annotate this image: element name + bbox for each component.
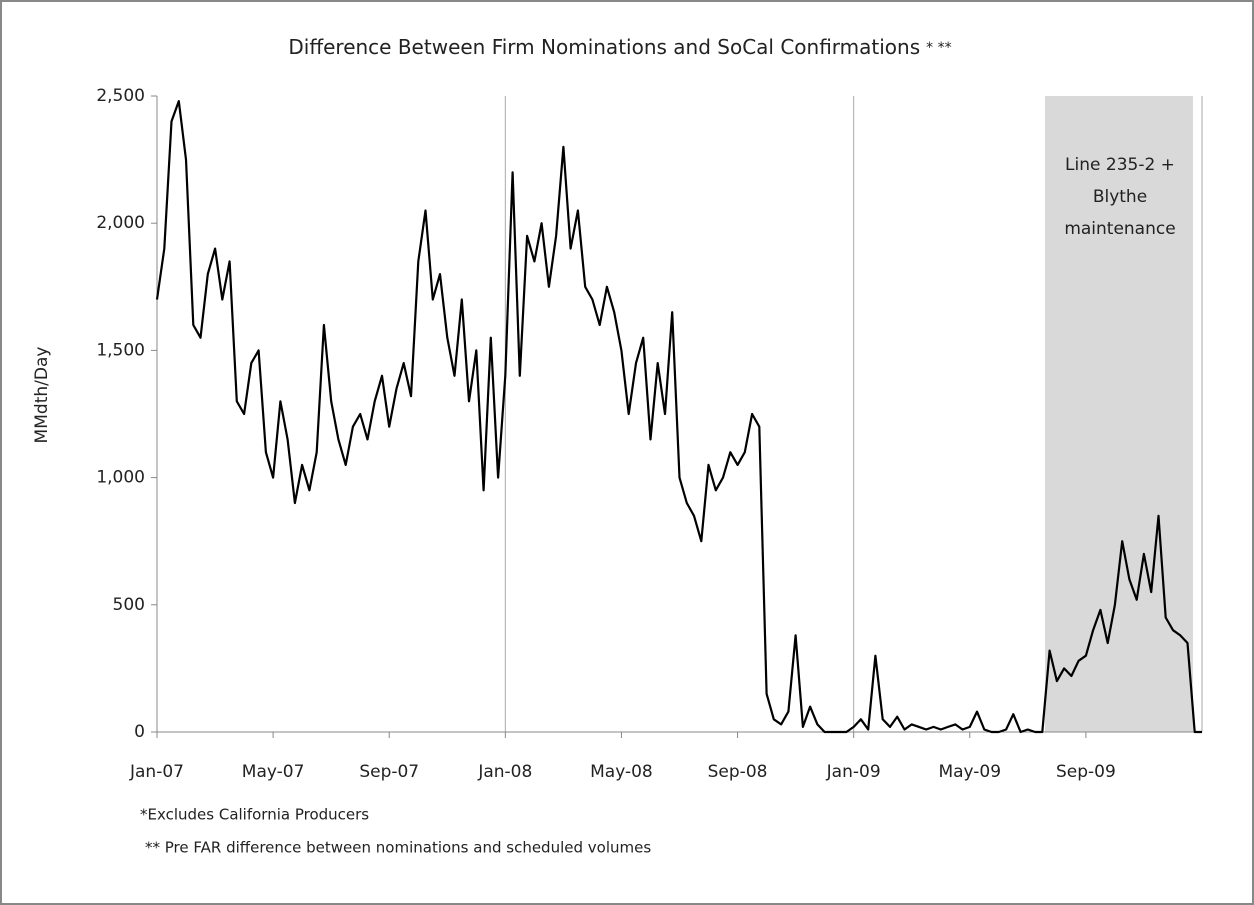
data-line: [155, 100, 1202, 734]
y-tick-label: 2,500: [96, 86, 145, 106]
maintenance-shade: [1045, 96, 1193, 732]
annotation: Line 235-2 +: [1065, 155, 1175, 175]
x-tick-label: Jan-07: [129, 762, 184, 782]
y-tick-label: 500: [113, 595, 145, 615]
annotation: maintenance: [1064, 219, 1175, 239]
annotation: Blythe: [1093, 187, 1147, 207]
chart-title: Difference Between Firm Nominations and …: [288, 35, 951, 59]
x-tick-label: Jan-09: [826, 762, 881, 782]
title-text: Difference Between Firm Nominations and …: [288, 35, 920, 59]
x-tick-label: Sep-07: [359, 762, 419, 782]
y-tick-label: 0: [134, 722, 145, 742]
footnote: *Excludes California Producers: [140, 806, 369, 824]
footnote: ** Pre FAR difference between nomination…: [145, 839, 651, 857]
y-axis-label: MMdth/Day: [32, 347, 52, 444]
x-tick-label: May-07: [242, 762, 305, 782]
x-tick-label: Jan-08: [477, 762, 532, 782]
x-tick-label: May-08: [590, 762, 653, 782]
x-tick-label: Sep-09: [1056, 762, 1116, 782]
x-tick-label: Sep-08: [708, 762, 768, 782]
y-tick-label: 2,000: [96, 213, 145, 233]
x-tick-label: May-09: [938, 762, 1001, 782]
y-tick-label: 1,500: [96, 340, 145, 360]
title-note: * **: [926, 40, 951, 56]
y-tick-label: 1,000: [96, 468, 145, 488]
